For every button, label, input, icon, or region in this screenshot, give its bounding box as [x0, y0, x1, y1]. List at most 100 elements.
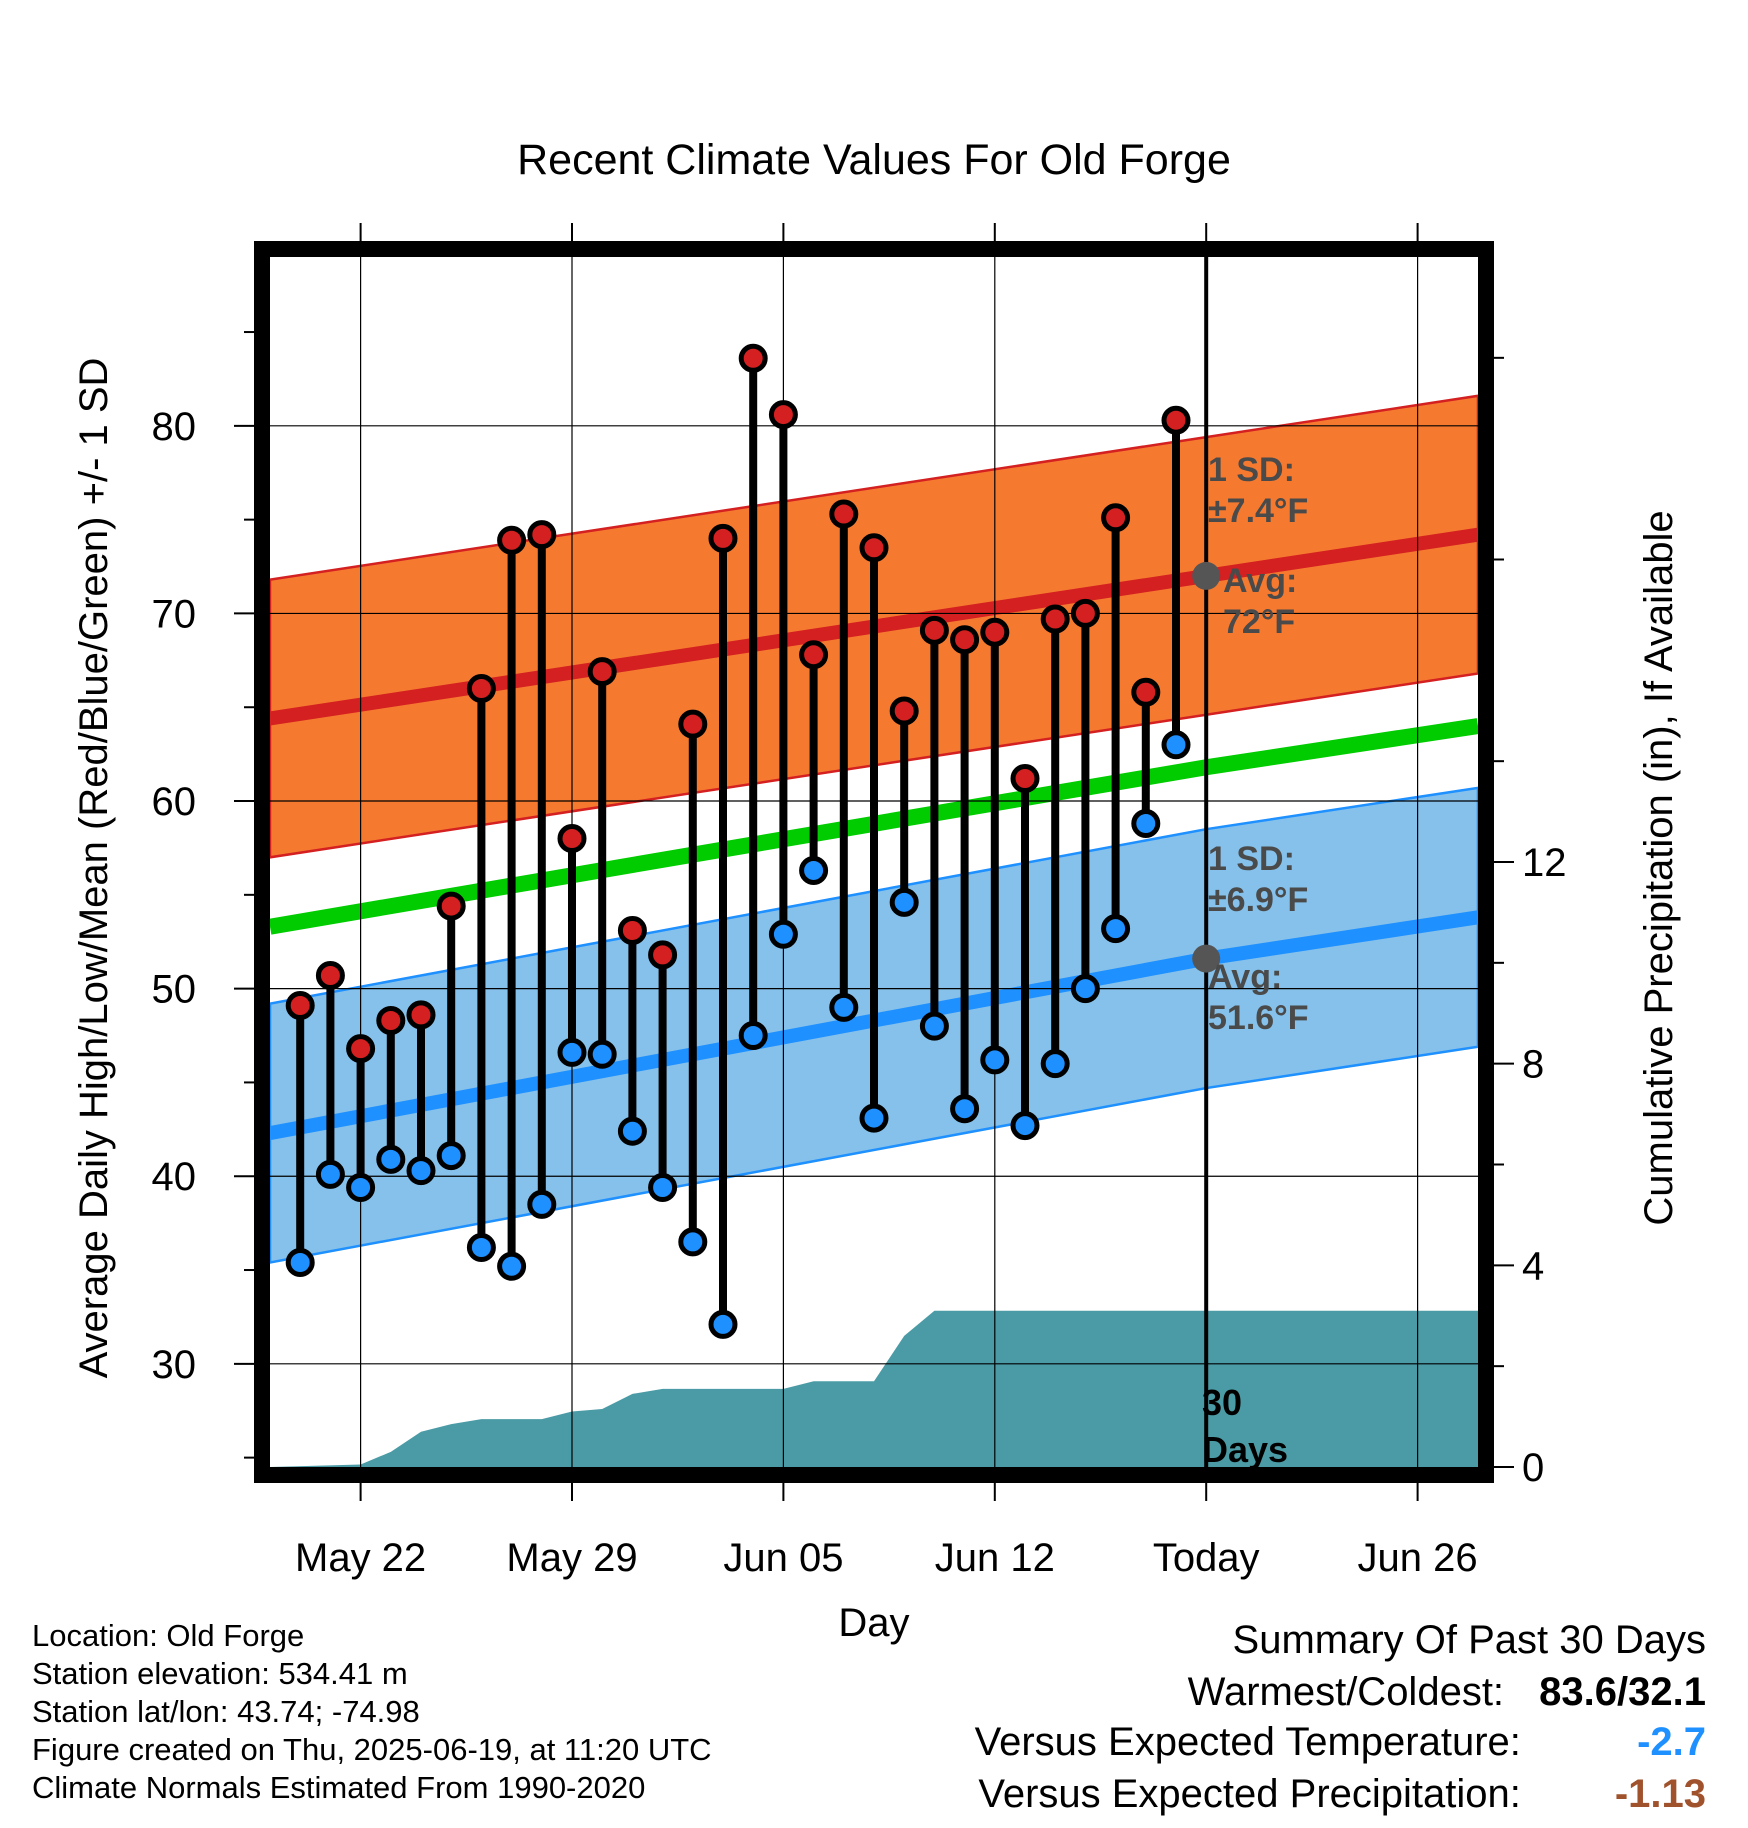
low-point	[285, 1248, 315, 1278]
low-point	[557, 1037, 587, 1067]
low-point	[859, 1103, 889, 1133]
station-info: Location: Old Forge Station elevation: 5…	[32, 1617, 712, 1807]
low-point	[708, 1309, 738, 1339]
today-days-label-line2: Days	[1202, 1429, 1288, 1470]
low-point	[587, 1039, 617, 1069]
low-point	[346, 1172, 376, 1202]
low-point	[315, 1159, 345, 1189]
x-tick-label: Jun 26	[1358, 1536, 1478, 1580]
high-point	[1131, 677, 1161, 707]
low-point	[1101, 914, 1131, 944]
x-tick-label: Jun 05	[723, 1536, 843, 1580]
high-point	[1040, 604, 1070, 634]
y-tick-label: 60	[152, 780, 197, 824]
y-tick-label: 50	[152, 968, 197, 1012]
precip-value: -1.13	[1614, 1772, 1706, 1816]
high-point	[557, 824, 587, 854]
high-point	[497, 525, 527, 555]
plot-frame	[254, 241, 1494, 1483]
low-point	[617, 1116, 647, 1146]
high-point	[708, 523, 738, 553]
location-text: Location: Old Forge	[32, 1618, 305, 1653]
high-point	[436, 891, 466, 921]
high-avg-label-line2: 72°F	[1223, 603, 1295, 641]
high-point	[919, 615, 949, 645]
low-point	[919, 1011, 949, 1041]
low-point	[738, 1021, 768, 1051]
high-point	[829, 499, 859, 529]
x-tick-label: May 29	[506, 1536, 637, 1580]
low-point	[406, 1156, 436, 1186]
high-point	[1161, 405, 1191, 435]
low-point	[1040, 1049, 1070, 1079]
today-days-label-line1: 30	[1202, 1382, 1242, 1423]
low-point	[889, 887, 919, 917]
y2-tick-label: 8	[1522, 1043, 1544, 1087]
summary-precipitation: Versus Expected Precipitation: -1.13	[978, 1772, 1706, 1817]
high-point	[980, 617, 1010, 647]
low-point	[799, 855, 829, 885]
high-point	[738, 343, 768, 373]
elevation-text: Station elevation: 534.41 m	[32, 1656, 408, 1691]
y-tick-label: 70	[152, 592, 197, 636]
high-point	[406, 1000, 436, 1030]
y-axis-label: Average Daily High/Low/Mean (Red/Blue/Gr…	[72, 358, 116, 1379]
high-point	[527, 520, 557, 550]
high-point	[768, 400, 798, 430]
high-point	[678, 709, 708, 739]
low-sd-label-line2: ±6.9°F	[1208, 881, 1308, 919]
high-sd-label-line1: 1 SD:	[1208, 451, 1295, 489]
low-point	[980, 1045, 1010, 1075]
summary-temperature: Versus Expected Temperature: -2.7	[975, 1720, 1706, 1765]
high-point	[285, 991, 315, 1021]
y-tick-label: 80	[152, 405, 197, 449]
high-point	[346, 1034, 376, 1064]
low-point	[436, 1141, 466, 1171]
low-avg-label-line1: Avg:	[1208, 958, 1282, 996]
high-point	[587, 657, 617, 687]
high-sd-label-line2: ±7.4°F	[1208, 492, 1308, 530]
y-tick-label: 40	[152, 1155, 197, 1199]
high-point	[889, 696, 919, 726]
precipitation-area	[270, 1310, 1478, 1467]
low-point	[466, 1233, 496, 1263]
high-point	[950, 625, 980, 655]
y2-tick-label: 4	[1522, 1244, 1544, 1288]
x-tick-label: May 22	[295, 1536, 426, 1580]
high-point	[799, 640, 829, 670]
x-axis-label: Day	[838, 1601, 909, 1645]
y2-tick-label: 12	[1522, 841, 1567, 885]
summary-warmest-coldest: Warmest/Coldest: 83.6/32.1	[1188, 1670, 1706, 1715]
low-point	[1131, 809, 1161, 839]
low-point	[678, 1227, 708, 1257]
low-point	[950, 1094, 980, 1124]
x-tick-label: Today	[1153, 1536, 1260, 1580]
y2-axis-label: Cumulative Precipitation (in), If Availa…	[1637, 510, 1681, 1225]
high-avg-label-line1: Avg:	[1223, 562, 1297, 600]
low-point	[376, 1144, 406, 1174]
low-point	[497, 1251, 527, 1281]
low-point	[829, 992, 859, 1022]
low-point	[648, 1172, 678, 1202]
normals-text: Climate Normals Estimated From 1990-2020	[32, 1770, 646, 1805]
temp-label: Versus Expected Temperature:	[974, 1720, 1521, 1764]
warmest-coldest-label: Warmest/Coldest:	[1187, 1670, 1505, 1714]
high-point	[466, 673, 496, 703]
high-point	[1010, 764, 1040, 794]
low-point	[768, 919, 798, 949]
y-tick-label: 30	[152, 1343, 197, 1387]
high-point	[376, 1006, 406, 1036]
x-tick-label: Jun 12	[935, 1536, 1055, 1580]
low-point	[1161, 730, 1191, 760]
avg-low-marker	[1192, 944, 1221, 973]
high-point	[1101, 503, 1131, 533]
summary-heading: Summary Of Past 30 Days	[1232, 1618, 1706, 1662]
precip-label: Versus Expected Precipitation:	[978, 1772, 1521, 1816]
warmest-coldest-value: 83.6/32.1	[1539, 1670, 1706, 1714]
temp-value: -2.7	[1637, 1720, 1706, 1764]
low-point	[1010, 1111, 1040, 1141]
latlon-text: Station lat/lon: 43.74; -74.98	[32, 1694, 420, 1729]
low-avg-label-line2: 51.6°F	[1208, 999, 1309, 1037]
